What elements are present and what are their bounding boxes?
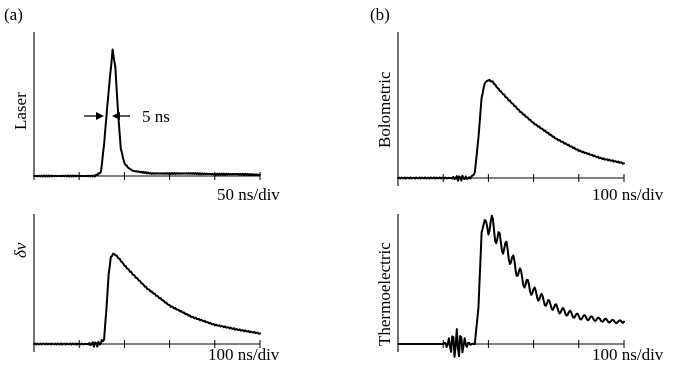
fwhm-label: 5 ns [142,107,170,126]
thermoelectric-ylabel: Thermoelectric [375,242,394,346]
dv-ylabel: δv [11,242,30,258]
plot-thermoelectric: Thermoelectric 100 ns/div [375,214,664,364]
panel-a-label: (a) [4,5,23,24]
thermoelectric-trace [397,214,625,358]
laser-trace [33,48,261,178]
plot-dv: δv 100 ns/div [11,214,280,364]
bolometric-xlabel: 100 ns/div [592,185,664,204]
laser-ylabel: Laser [11,92,30,130]
bolometric-ylabel: Bolometric [375,71,394,148]
plot-laser: Laser 50 ns/div 5 ns [11,32,280,204]
plot-bolometric: Bolometric 100 ns/div [375,32,664,204]
thermoelectric-xlabel: 100 ns/div [592,345,664,364]
fwhm-annotation: 5 ns [84,107,170,126]
laser-xlabel: 50 ns/div [217,185,280,204]
dv-trace [33,252,261,348]
fwhm-arrow-left-head [96,112,104,120]
panel-b-label: (b) [370,5,390,24]
fwhm-arrow-right-head [112,112,120,120]
bolometric-trace [397,78,625,182]
dv-xlabel: 100 ns/div [208,345,280,364]
